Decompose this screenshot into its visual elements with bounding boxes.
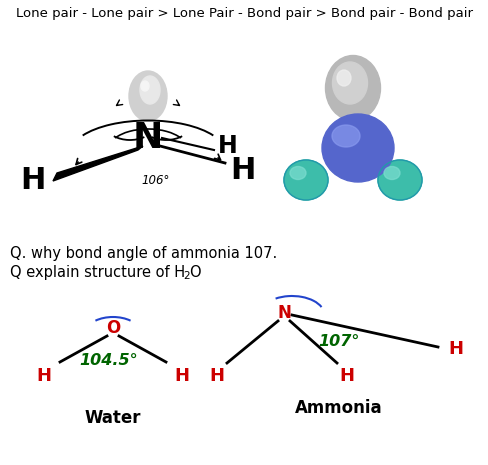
Text: 104.5°: 104.5° <box>80 352 138 367</box>
Text: 107°: 107° <box>318 333 359 348</box>
Text: N: N <box>277 304 290 322</box>
Text: H: H <box>174 367 189 385</box>
Text: Lone pair - Lone pair > Lone Pair - Bond pair > Bond pair - Bond pair: Lone pair - Lone pair > Lone Pair - Bond… <box>16 7 471 20</box>
Ellipse shape <box>325 55 380 120</box>
Text: N: N <box>133 121 163 155</box>
Text: H: H <box>218 134 237 158</box>
Ellipse shape <box>336 70 350 86</box>
Ellipse shape <box>377 160 421 200</box>
Polygon shape <box>53 146 142 181</box>
Text: H: H <box>37 367 51 385</box>
Text: H: H <box>209 367 224 385</box>
Ellipse shape <box>321 114 393 182</box>
Text: 2: 2 <box>183 271 189 281</box>
Ellipse shape <box>141 81 149 91</box>
Text: Water: Water <box>84 409 141 427</box>
Text: 106°: 106° <box>142 173 170 186</box>
Text: H: H <box>20 166 45 194</box>
Text: H: H <box>447 340 463 358</box>
Ellipse shape <box>289 166 305 179</box>
Ellipse shape <box>383 166 399 179</box>
Text: Q explain structure of H: Q explain structure of H <box>10 265 185 279</box>
Text: Q. why bond angle of ammonia 107.: Q. why bond angle of ammonia 107. <box>10 246 277 260</box>
Ellipse shape <box>129 71 167 121</box>
Ellipse shape <box>140 76 160 104</box>
Ellipse shape <box>332 62 367 104</box>
Text: O: O <box>189 265 200 279</box>
Ellipse shape <box>284 160 327 200</box>
Ellipse shape <box>331 125 359 147</box>
Text: O: O <box>106 319 120 337</box>
Text: H: H <box>230 155 255 185</box>
Text: Ammonia: Ammonia <box>295 399 382 417</box>
Text: H: H <box>339 367 354 385</box>
